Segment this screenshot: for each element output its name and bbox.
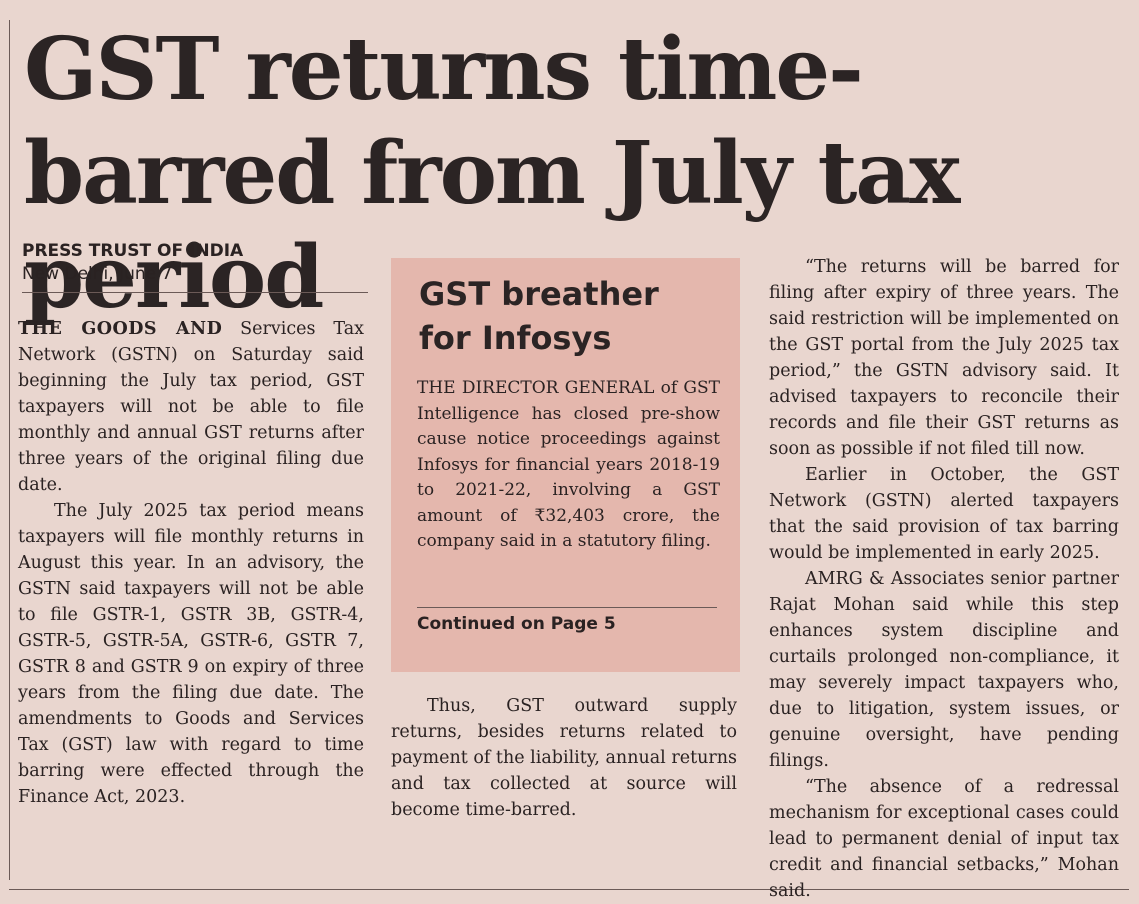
sidebar-box: GST breather for Infosys THE DIRECTOR GE…: [391, 258, 740, 672]
paragraph-4: “The returns will be barred for filing a…: [769, 257, 1119, 459]
column-rule-bottom: [9, 889, 1129, 890]
paragraph-7: “The absence of a redressal mechanism fo…: [769, 777, 1119, 901]
agency-credit: PRESS TRUST OF INDIA: [22, 241, 244, 261]
headline: GST returns time-barred from July tax pe…: [24, 19, 960, 328]
lead-caps: THE GOODS AND: [18, 319, 223, 339]
article-column-2: Thus, GST outward supply returns, beside…: [391, 693, 737, 823]
byline-rule: [22, 292, 368, 293]
article-column-3: “The returns will be barred for filing a…: [769, 254, 1119, 904]
paragraph-3: Thus, GST outward supply returns, beside…: [391, 696, 737, 820]
dateline: New Delhi, June 7: [22, 264, 173, 284]
sidebar-rule: [417, 607, 717, 608]
column-rule-left: [9, 20, 10, 880]
paragraph-6: AMRG & Associates senior partner Rajat M…: [769, 569, 1119, 771]
continued-link: Continued on Page 5: [417, 614, 616, 634]
paragraph-1: THE GOODS AND Services Tax Network (GSTN…: [18, 316, 364, 498]
byline: PRESS TRUST OF INDIA New Delhi, June 7: [22, 240, 368, 293]
paragraph-1-text: Services Tax Network (GSTN) on Saturday …: [18, 319, 364, 495]
paragraph-2: The July 2025 tax period means taxpayers…: [18, 501, 364, 807]
paragraph-5: Earlier in October, the GST Network (GST…: [769, 465, 1119, 563]
sidebar-body: THE DIRECTOR GENERAL of GST Intelligence…: [417, 378, 720, 551]
article-column-1: THE GOODS AND Services Tax Network (GSTN…: [18, 316, 364, 810]
sidebar-title: GST breather for Infosys: [419, 275, 659, 357]
